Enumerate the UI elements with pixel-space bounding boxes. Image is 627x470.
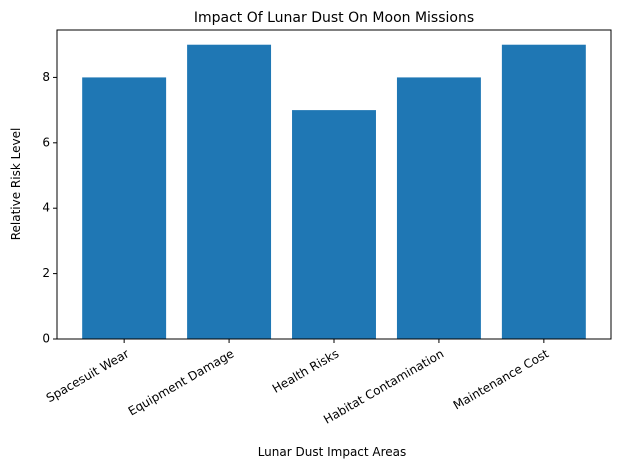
bar [501,44,586,339]
y-tick-label: 4 [42,201,50,215]
plot-frame [56,29,612,340]
y-tick-label: 8 [42,70,50,84]
x-tick-label: Spacesuit Wear [44,346,132,405]
x-tick-label: Equipment Damage [126,347,237,419]
y-tick-label: 2 [42,266,50,280]
bar [82,77,167,340]
bar [187,44,272,339]
x-axis-label: Lunar Dust Impact Areas [258,445,407,459]
bar [396,77,481,340]
x-tick-label: Health Risks [270,347,341,396]
chart-title: Impact Of Lunar Dust On Moon Missions [194,10,474,26]
bar [292,110,376,339]
y-tick-label: 0 [42,332,50,346]
x-tick-label: Maintenance Cost [451,346,552,412]
y-tick-label: 6 [42,135,50,149]
y-axis-label: Relative Risk Level [9,128,23,241]
